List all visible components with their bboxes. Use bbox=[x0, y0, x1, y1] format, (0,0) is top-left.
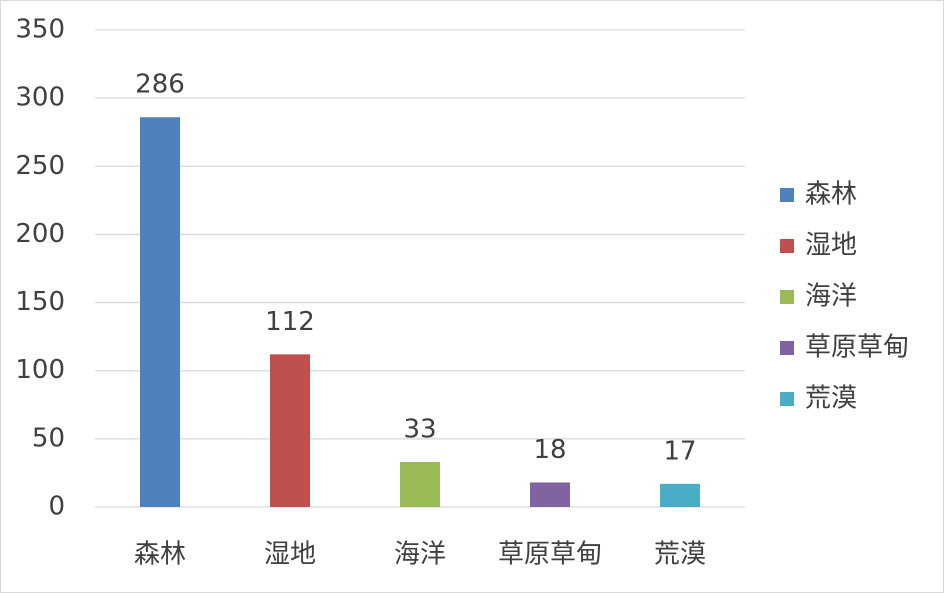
legend-swatch bbox=[780, 341, 794, 355]
y-tick-label: 250 bbox=[15, 151, 65, 181]
x-tick-label: 草原草甸 bbox=[498, 540, 602, 570]
y-tick-label: 100 bbox=[15, 355, 65, 385]
x-tick-label: 湿地 bbox=[264, 540, 316, 570]
legend-swatch bbox=[780, 239, 794, 253]
bar bbox=[400, 462, 440, 507]
legend-label: 草原草甸 bbox=[805, 333, 909, 363]
data-label: 17 bbox=[663, 436, 696, 466]
x-tick-label: 森林 bbox=[134, 540, 186, 570]
legend-label: 海洋 bbox=[805, 282, 857, 312]
bar bbox=[530, 482, 570, 507]
data-label: 286 bbox=[135, 70, 185, 100]
legend-swatch bbox=[780, 290, 794, 304]
y-tick-label: 300 bbox=[15, 83, 65, 113]
y-tick-label: 0 bbox=[48, 492, 65, 522]
legend-label: 湿地 bbox=[805, 231, 857, 261]
legend-swatch bbox=[780, 188, 794, 202]
data-label: 18 bbox=[533, 435, 566, 465]
legend-label: 森林 bbox=[805, 180, 857, 210]
bar bbox=[660, 483, 700, 507]
legend-label: 荒漠 bbox=[805, 384, 857, 414]
y-tick-label: 50 bbox=[32, 423, 65, 453]
y-tick-label: 200 bbox=[15, 219, 65, 249]
bar bbox=[140, 117, 180, 508]
y-tick-label: 150 bbox=[15, 287, 65, 317]
x-tick-label: 海洋 bbox=[394, 540, 446, 570]
data-label: 33 bbox=[403, 415, 436, 445]
legend-swatch bbox=[780, 392, 794, 406]
y-tick-label: 350 bbox=[15, 15, 65, 45]
x-tick-label: 荒漠 bbox=[654, 540, 706, 570]
bar bbox=[270, 354, 310, 507]
data-label: 112 bbox=[265, 307, 315, 337]
